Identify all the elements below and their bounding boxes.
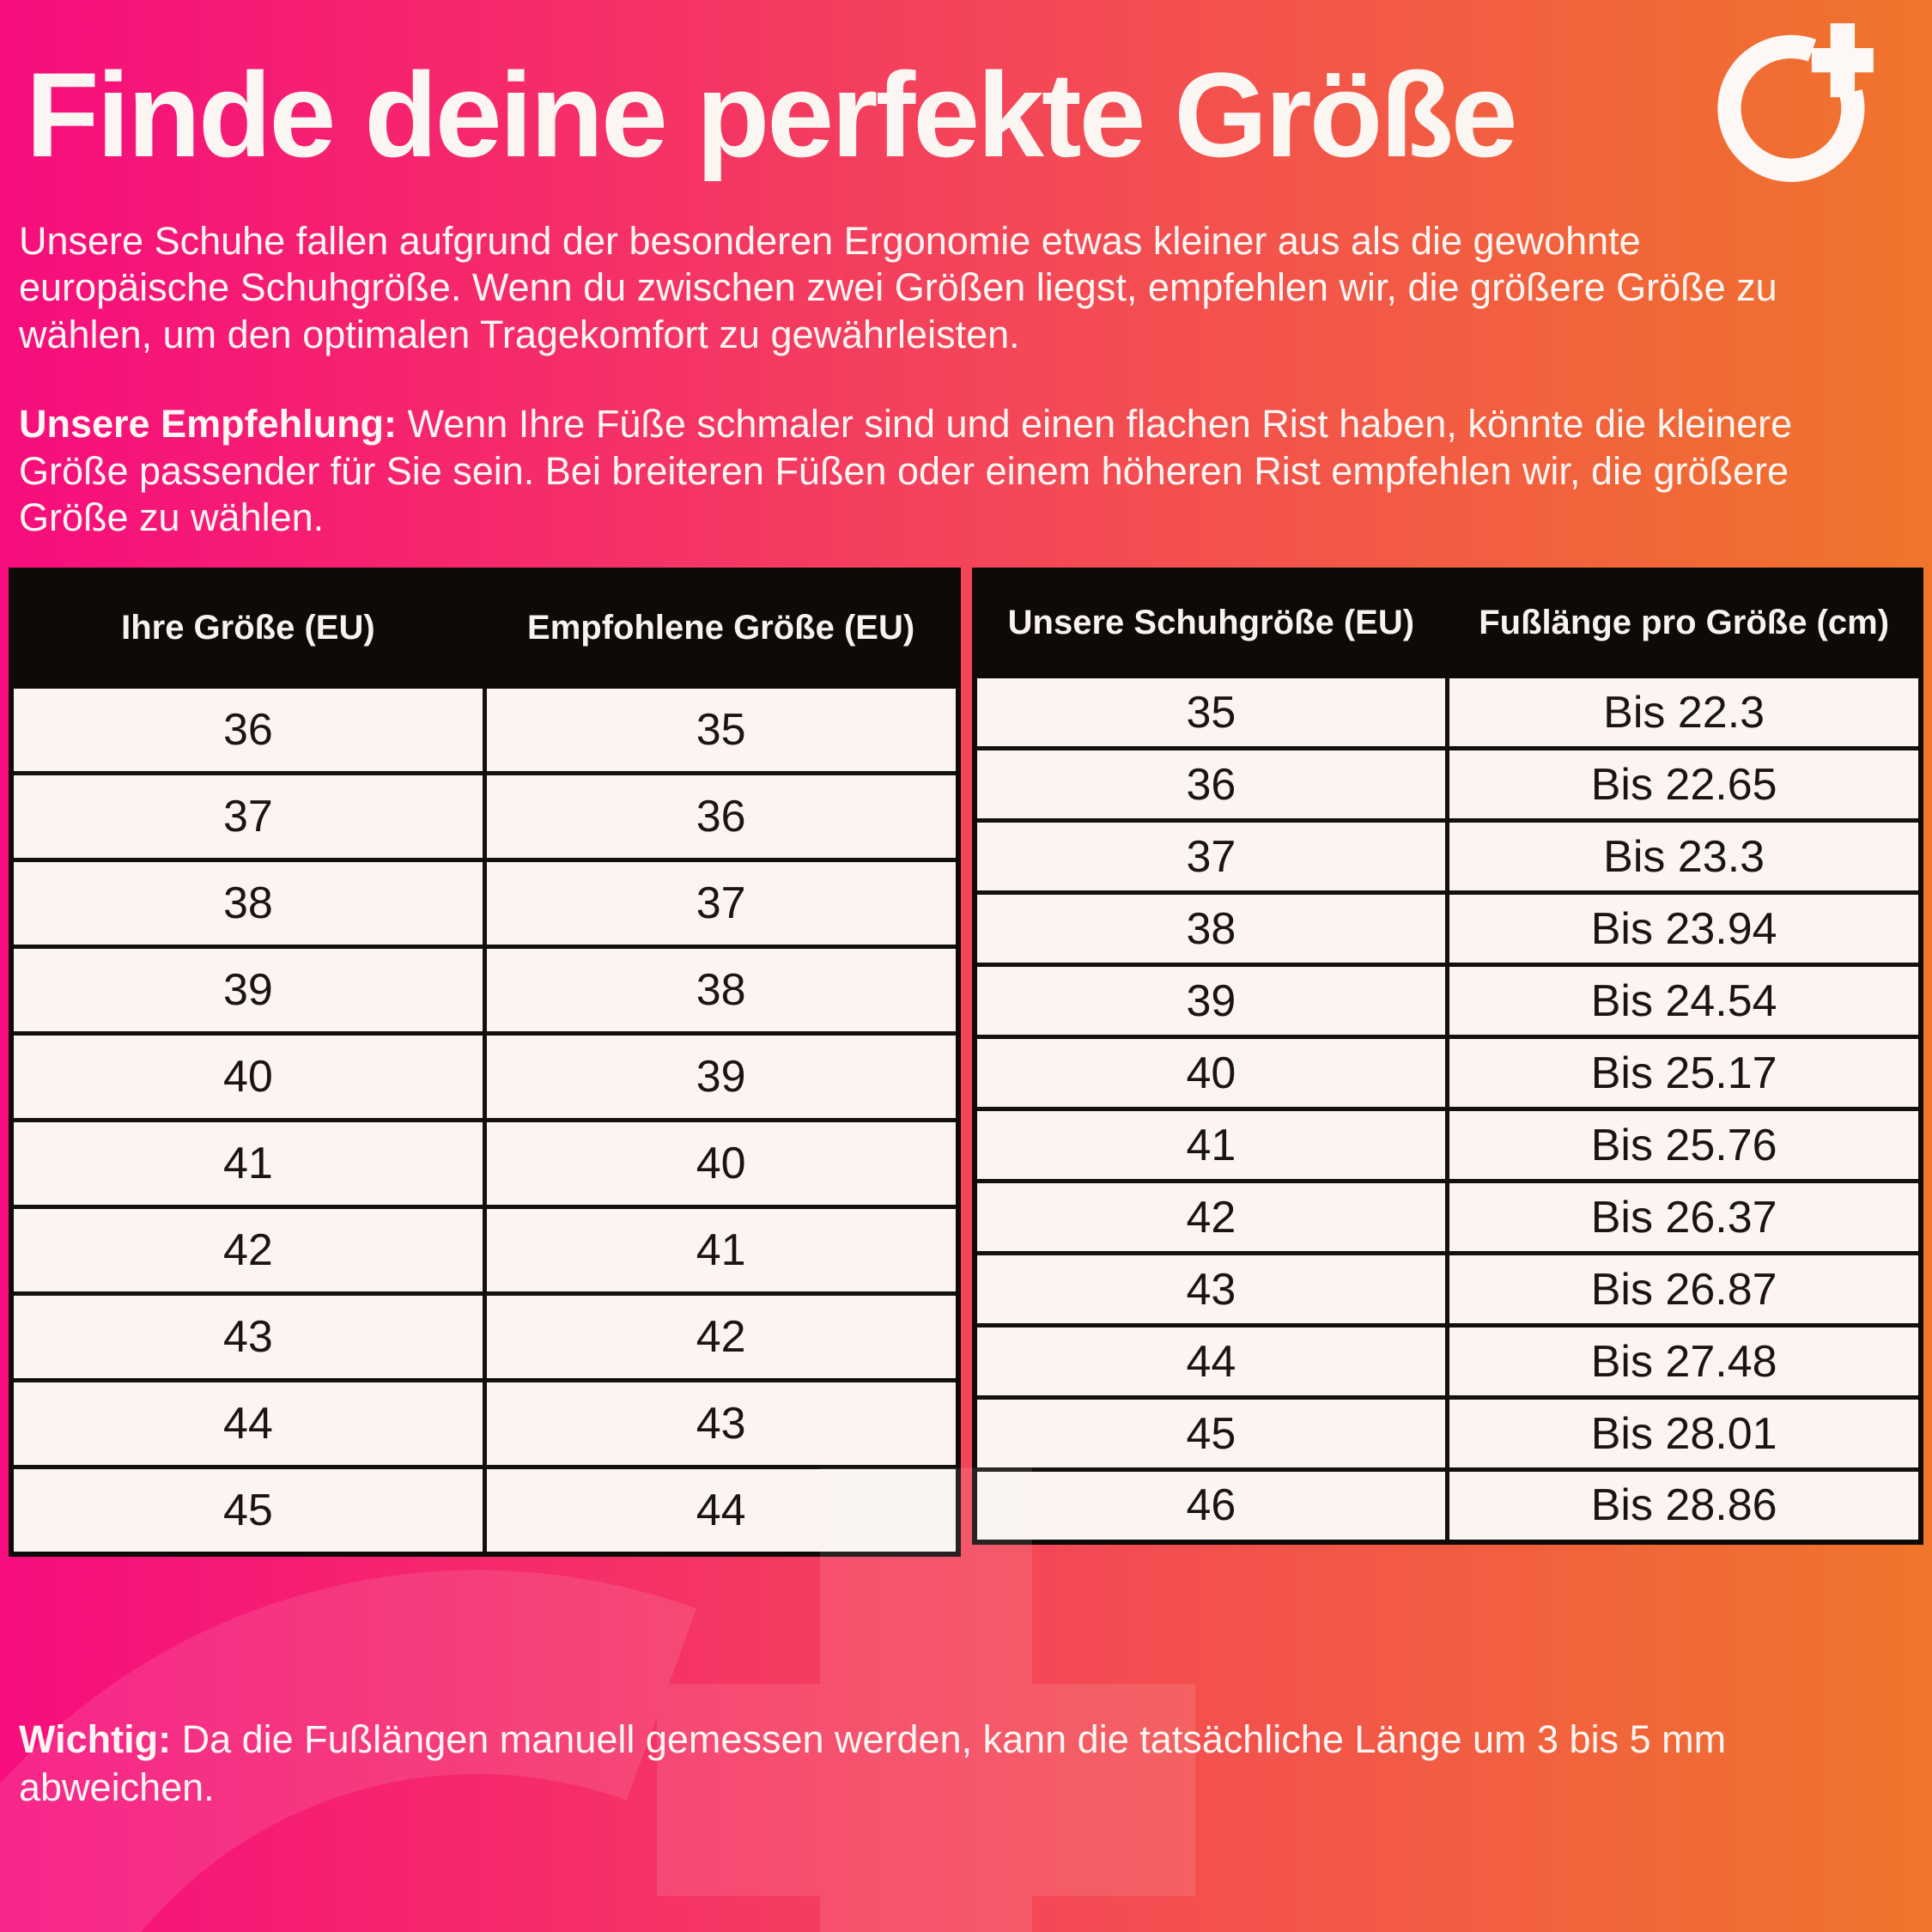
table-cell: 45 [971, 1395, 1450, 1473]
column-header-your-size: Ihre Größe (EU) [9, 568, 487, 690]
table-cell: 36 [482, 771, 961, 863]
table-cell: 43 [482, 1378, 961, 1470]
page-title: Finde deine perfekte Größe [26, 47, 1518, 182]
recommendation-text: Wenn Ihre Füße schmaler sind und einen f… [19, 402, 1793, 540]
table-cell: Bis 22.3 [1445, 674, 1923, 751]
table-row: 46 Bis 28.86 [971, 1467, 1923, 1545]
table-cell: Bis 23.3 [1445, 818, 1923, 896]
table-cell: 42 [971, 1179, 1450, 1256]
table-row: 39 38 [9, 945, 961, 1036]
table-cell: 39 [971, 963, 1450, 1040]
circle-plus-logo-icon [1717, 23, 1874, 182]
table-cell: 35 [971, 674, 1450, 751]
table-cell: 36 [9, 684, 487, 776]
table-row: 43 Bis 26.87 [971, 1251, 1923, 1328]
table-cell: 37 [482, 858, 961, 950]
table-cell: Bis 26.37 [1445, 1179, 1923, 1256]
table-cell: 37 [971, 818, 1450, 896]
intro-paragraph: Unsere Schuhe fallen aufgrund der besond… [19, 219, 1777, 356]
table-cell: 41 [971, 1107, 1450, 1184]
table-cell: Bis 25.76 [1445, 1107, 1923, 1184]
table-header-row: Unsere Schuhgröße (EU) Fußlänge pro Größ… [971, 568, 1923, 679]
table-cell: 39 [482, 1031, 961, 1123]
table-cell: 43 [9, 1291, 487, 1383]
recommendation-label: Unsere Empfehlung: [19, 402, 398, 447]
table-row: 36 Bis 22.65 [971, 746, 1923, 823]
table-header-row: Ihre Größe (EU) Empfohlene Größe (EU) [9, 568, 961, 690]
table-row: 45 Bis 28.01 [971, 1395, 1923, 1473]
important-note: Wichtig: Da die Fußlängen manuell gemess… [19, 1716, 1872, 1813]
important-note-text: Da die Fußlängen manuell gemessen werden… [19, 1716, 1727, 1809]
table-row: 40 Bis 25.17 [971, 1035, 1923, 1112]
table-cell: 38 [9, 858, 487, 950]
tables-section: Ihre Größe (EU) Empfohlene Größe (EU) 36… [9, 567, 1923, 1557]
table-cell: 38 [971, 890, 1450, 968]
table-cell: Bis 26.87 [1445, 1251, 1923, 1328]
table-row: 37 Bis 23.3 [971, 818, 1923, 896]
table-row: 41 40 [9, 1118, 961, 1210]
table-row: 37 36 [9, 771, 961, 863]
table-cell: 43 [971, 1251, 1450, 1328]
column-header-recommended-size: Empfohlene Größe (EU) [482, 568, 961, 690]
table-row: 44 Bis 27.48 [971, 1323, 1923, 1400]
table-cell: Bis 28.86 [1445, 1467, 1923, 1545]
table-cell: Bis 28.01 [1445, 1395, 1923, 1473]
table-cell: 40 [971, 1035, 1450, 1112]
table-cell: 40 [482, 1118, 961, 1210]
table-cell: 41 [9, 1118, 487, 1210]
table-cell: 39 [9, 945, 487, 1036]
table-cell: 40 [9, 1031, 487, 1123]
table-row: 35 Bis 22.3 [971, 674, 1923, 751]
table-row: 40 39 [9, 1031, 961, 1123]
table-row: 42 Bis 26.37 [971, 1179, 1923, 1256]
table-cell: 37 [9, 771, 487, 863]
recommendation-paragraph: Unsere Empfehlung: Wenn Ihre Füße schmal… [19, 401, 1880, 541]
table-cell: Bis 25.17 [1445, 1035, 1923, 1112]
table-row: 39 Bis 24.54 [971, 963, 1923, 1040]
table-cell: Bis 22.65 [1445, 746, 1923, 823]
table-row: 42 41 [9, 1205, 961, 1297]
table-row: 45 44 [9, 1465, 961, 1557]
size-conversion-table-wrap: Ihre Größe (EU) Empfohlene Größe (EU) 36… [9, 567, 961, 1557]
table-row: 43 42 [9, 1291, 961, 1383]
table-row: 38 37 [9, 858, 961, 950]
table-cell: Bis 23.94 [1445, 890, 1923, 968]
table-cell: 44 [9, 1378, 487, 1470]
table-cell: 38 [482, 945, 961, 1036]
table-row: 38 Bis 23.94 [971, 890, 1923, 968]
table-row: 44 43 [9, 1378, 961, 1470]
table-cell: 36 [971, 746, 1450, 823]
important-note-label: Wichtig: [19, 1716, 172, 1761]
table-cell: Bis 24.54 [1445, 963, 1923, 1040]
table-cell: 44 [482, 1465, 961, 1557]
column-header-foot-length: Fußlänge pro Größe (cm) [1445, 568, 1923, 679]
table-cell: 46 [971, 1467, 1450, 1545]
table-cell: Bis 27.48 [1445, 1323, 1923, 1400]
table-cell: 42 [482, 1291, 961, 1383]
foot-length-table: Unsere Schuhgröße (EU) Fußlänge pro Größ… [971, 567, 1923, 1545]
table-row: 36 35 [9, 684, 961, 776]
foot-length-table-wrap: Unsere Schuhgröße (EU) Fußlänge pro Größ… [971, 567, 1923, 1545]
table-cell: 42 [9, 1205, 487, 1297]
table-cell: 44 [971, 1323, 1450, 1400]
column-header-our-size: Unsere Schuhgröße (EU) [971, 568, 1450, 679]
table-cell: 35 [482, 684, 961, 776]
table-cell: 45 [9, 1465, 487, 1557]
size-conversion-table: Ihre Größe (EU) Empfohlene Größe (EU) 36… [9, 567, 961, 1557]
table-cell: 41 [482, 1205, 961, 1297]
table-row: 41 Bis 25.76 [971, 1107, 1923, 1184]
